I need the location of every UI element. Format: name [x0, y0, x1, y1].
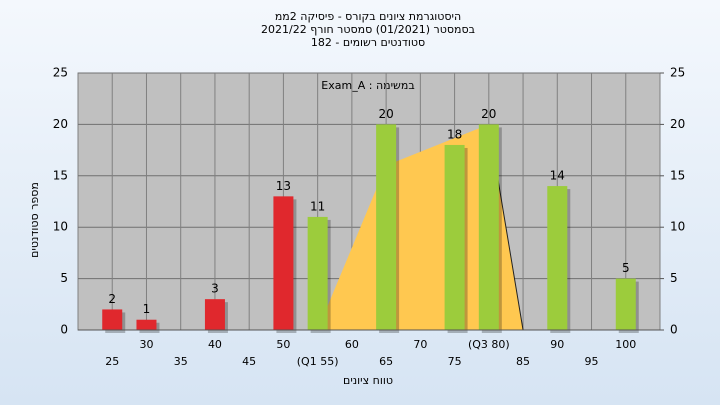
y2-tick-label: 20 [670, 117, 685, 131]
x-tick-label: (Q3 80) [468, 338, 510, 351]
y-tick-label: 15 [53, 168, 68, 182]
y2-tick-label: 25 [670, 66, 685, 80]
y-tick-label: 20 [53, 117, 68, 131]
y2-tick-label: 10 [670, 220, 685, 234]
y2-tick-label: 15 [670, 168, 685, 182]
x-tick-label: 90 [550, 338, 564, 351]
x-tick-label: 25 [105, 355, 119, 368]
y-tick-label: 0 [60, 323, 68, 337]
data-label: 5 [622, 261, 630, 275]
bar [102, 309, 123, 330]
data-label: 13 [276, 179, 291, 193]
chart-subtitle: סטודנטים רשומים - 182 [311, 36, 425, 49]
area [317, 124, 524, 331]
x-tick-label: 85 [516, 355, 530, 368]
x-tick-label: 50 [276, 338, 290, 351]
y2-tick-label: 0 [670, 323, 678, 337]
x-tick-label: (Q1 55) [297, 355, 339, 368]
data-label: 14 [550, 169, 565, 183]
y-tick-label: 10 [53, 220, 68, 234]
data-label: 18 [447, 127, 462, 141]
x-tick-label: 100 [615, 338, 636, 351]
y-tick-label: 25 [53, 66, 68, 80]
chart-title: היסטוגרמת ציונים בקורס - פיסיקה 2ממ [275, 10, 461, 23]
data-label: 3 [211, 282, 219, 296]
bar [136, 319, 157, 330]
bar [307, 216, 328, 330]
x-tick-label: 65 [379, 355, 393, 368]
data-label: 20 [378, 107, 393, 121]
x-tick-label: 95 [585, 355, 599, 368]
x-tick-label: 35 [174, 355, 188, 368]
bar [547, 186, 568, 330]
y-axis-label: מספר סטודנטים [28, 182, 41, 258]
y-tick-label: 5 [60, 271, 68, 285]
data-label: 1 [143, 302, 151, 316]
bar [615, 278, 636, 330]
x-tick-label: 45 [242, 355, 256, 368]
bar [204, 299, 225, 330]
chart-subtitle: בסמסטר (01/2021) סמסטר חורף 2021/22 [261, 23, 475, 36]
data-label: 11 [310, 199, 325, 213]
x-tick-label: 40 [208, 338, 222, 351]
annotation: Exam_A : במשימה [321, 79, 414, 92]
data-label: 20 [481, 107, 496, 121]
data-label: 2 [108, 292, 116, 306]
x-axis-label: טווח ציונים [343, 374, 393, 387]
y2-tick-label: 5 [670, 271, 678, 285]
bar [444, 144, 465, 330]
bar [273, 196, 294, 330]
bar [478, 124, 499, 331]
bar [376, 124, 397, 331]
x-tick-label: 30 [139, 338, 153, 351]
x-tick-label: 60 [345, 338, 359, 351]
x-tick-label: 75 [448, 355, 462, 368]
x-tick-label: 70 [413, 338, 427, 351]
